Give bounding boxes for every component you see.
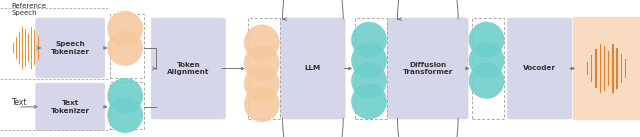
Bar: [19, 32, 20, 64]
Bar: [31, 27, 32, 68]
Bar: [591, 55, 593, 82]
Bar: [604, 46, 605, 91]
Ellipse shape: [468, 42, 504, 78]
Bar: [25, 29, 26, 66]
Text: Speech
Tokenizer: Speech Tokenizer: [51, 41, 90, 55]
Ellipse shape: [108, 78, 143, 114]
FancyBboxPatch shape: [573, 17, 640, 120]
Bar: [16, 37, 17, 59]
Text: Vocoder: Vocoder: [523, 65, 556, 72]
FancyBboxPatch shape: [388, 18, 468, 119]
Text: Text
Tokenizer: Text Tokenizer: [51, 100, 90, 114]
FancyBboxPatch shape: [280, 18, 345, 119]
Ellipse shape: [244, 45, 280, 81]
Ellipse shape: [244, 25, 280, 60]
Bar: [616, 48, 618, 89]
FancyBboxPatch shape: [36, 18, 105, 78]
Text: Reference
Speech: Reference Speech: [12, 3, 47, 16]
Ellipse shape: [468, 22, 504, 58]
FancyBboxPatch shape: [508, 18, 572, 119]
Ellipse shape: [351, 42, 387, 78]
Bar: [621, 54, 622, 83]
Ellipse shape: [468, 63, 504, 99]
Bar: [587, 62, 588, 75]
Bar: [111, 82, 143, 129]
Bar: [22, 27, 23, 68]
Bar: [472, 18, 504, 119]
Text: Diffusion
Transformer: Diffusion Transformer: [403, 62, 453, 75]
FancyBboxPatch shape: [36, 83, 105, 131]
Ellipse shape: [351, 22, 387, 58]
Bar: [111, 14, 143, 78]
Ellipse shape: [351, 63, 387, 99]
Bar: [612, 44, 614, 93]
Bar: [625, 59, 626, 78]
Ellipse shape: [108, 97, 143, 133]
Ellipse shape: [244, 86, 280, 122]
Ellipse shape: [244, 66, 280, 102]
Ellipse shape: [108, 11, 143, 47]
FancyBboxPatch shape: [151, 18, 225, 119]
Bar: [355, 18, 387, 119]
Text: Text: Text: [12, 98, 27, 107]
Bar: [600, 44, 601, 93]
Bar: [28, 34, 29, 62]
Bar: [248, 18, 280, 119]
Ellipse shape: [108, 30, 143, 66]
Bar: [608, 51, 609, 86]
Ellipse shape: [351, 83, 387, 119]
Text: Token
Alignment: Token Alignment: [167, 62, 209, 75]
Bar: [595, 49, 596, 88]
Text: LLM: LLM: [305, 65, 321, 72]
